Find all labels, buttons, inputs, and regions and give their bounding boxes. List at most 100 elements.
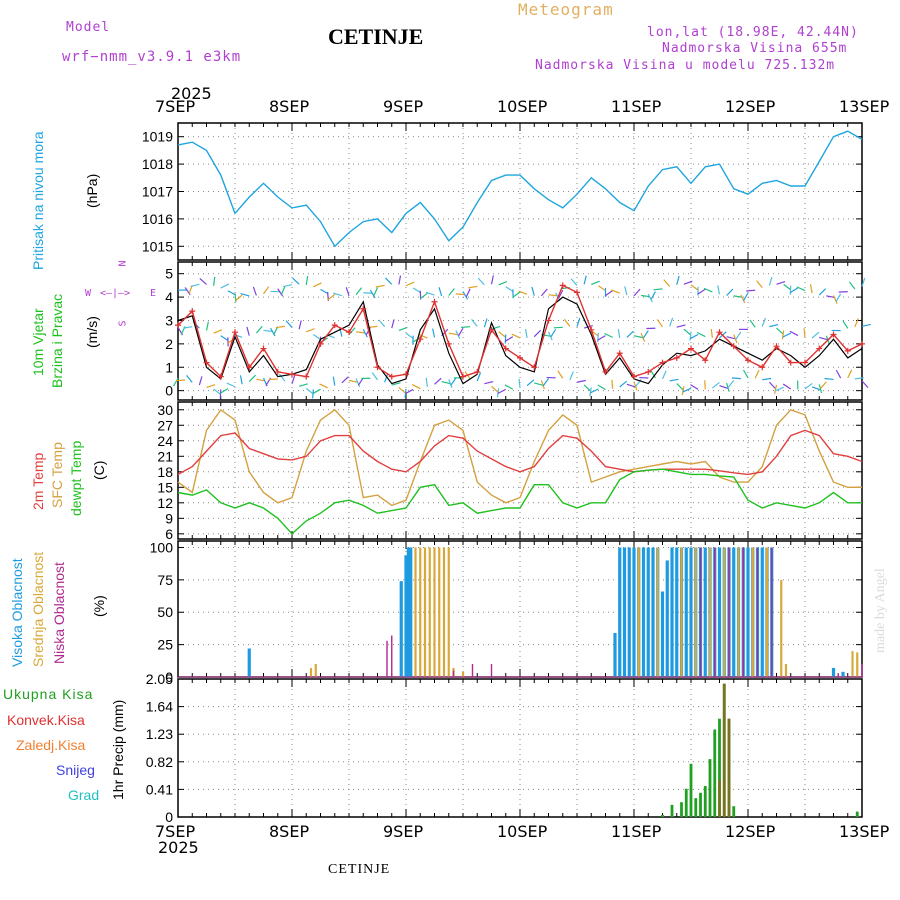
wind-arrow <box>498 331 507 338</box>
wind-arrow <box>246 326 250 336</box>
wind-arrow <box>518 290 528 295</box>
wind-arrow <box>611 379 614 389</box>
cloud-mid-bar <box>751 547 754 677</box>
y-tick-label: 1018 <box>142 156 173 172</box>
wind-speed-mark <box>517 354 523 361</box>
wind-speed-mark <box>175 322 181 329</box>
cloud-mid-bar <box>737 547 740 677</box>
wind-arrow <box>848 281 856 290</box>
cloud-mid-bar <box>708 547 712 677</box>
wind-speed-mark <box>631 373 637 380</box>
precip-total-bar <box>694 798 698 817</box>
cloud-mid-bar <box>694 547 697 677</box>
wind-speed-mark <box>844 347 851 354</box>
wind-arrow <box>782 383 792 390</box>
cloud-high-bar <box>760 547 764 677</box>
wind-arrow <box>746 289 756 292</box>
date-label: 13SEP <box>839 822 890 841</box>
wind-speed-mark <box>773 343 780 350</box>
wind-arrow <box>305 387 314 395</box>
y-tick-label: 0.41 <box>146 781 173 797</box>
wind-arrow <box>663 279 671 287</box>
cloud-mid-bar <box>780 579 783 677</box>
wind-arrow <box>227 290 237 296</box>
wind-arrow <box>283 284 293 288</box>
page-title: CETINJE <box>328 24 424 49</box>
y-tick-label: 1017 <box>142 184 173 200</box>
wind-arrow <box>656 319 663 328</box>
y-tick-label: 1.64 <box>146 699 173 715</box>
wind-arrow <box>589 387 592 397</box>
wind-speed-mark <box>388 373 395 380</box>
wind-arrow <box>683 328 692 336</box>
wind-arrow <box>633 288 641 297</box>
wind-arrow <box>703 287 713 293</box>
cloud-mid-bar <box>423 547 427 677</box>
y-tick-label: 24 <box>157 433 173 449</box>
y-tick-label: 30 <box>157 402 173 418</box>
wind-arrow <box>548 294 558 297</box>
wind-arrow <box>319 383 328 389</box>
wind-arrow <box>256 378 266 382</box>
wind-arrow <box>717 285 721 295</box>
wind-arrow <box>835 369 842 379</box>
wind-arrow <box>292 277 300 285</box>
y-tick-label: 4 <box>165 289 173 305</box>
wind-arrow <box>190 283 200 287</box>
y-tick-label: 0 <box>165 383 173 399</box>
wind-speed-mark <box>830 331 837 338</box>
wind-arrow <box>749 319 756 328</box>
wind-arrow <box>558 289 564 299</box>
cloud-low-bar <box>742 547 744 677</box>
cloud-high-bar <box>651 547 655 677</box>
wind-speed-mark <box>460 373 466 380</box>
wind-arrow <box>626 330 634 338</box>
wind-arrow <box>811 386 821 391</box>
wind-speed-mark <box>331 322 338 329</box>
date-label: 9SEP <box>383 822 424 841</box>
date-label: 7SEP <box>155 822 196 841</box>
wind-arrow <box>809 284 813 294</box>
wind-arrow <box>733 295 743 298</box>
cloud-high-bar <box>632 547 636 677</box>
wind-arrow <box>820 381 827 389</box>
wind-arrow <box>183 326 193 329</box>
wind-arrow <box>412 287 422 294</box>
wind-arrow <box>298 320 302 330</box>
precip-conv-bar <box>722 683 726 817</box>
wind-arrow <box>455 330 461 339</box>
cloud-low-bar <box>386 640 388 677</box>
wind-arrow <box>526 379 535 387</box>
wind-arrow <box>726 336 736 340</box>
wind-arrow <box>277 288 284 297</box>
cloud-mid-bar <box>461 671 465 677</box>
wind-arrow <box>682 387 692 393</box>
wind-speed-mark <box>374 364 381 371</box>
wind-speed-mark <box>616 350 623 357</box>
wind-arrow <box>291 374 296 384</box>
model-name: wrf−nmm_v3.9.1 e3km <box>62 49 242 65</box>
wind-speed-mark <box>688 345 694 352</box>
wind-arrow <box>450 377 457 386</box>
wind-arrow <box>756 280 763 289</box>
wind-arrow <box>298 383 308 387</box>
compass-mark: <—|—> <box>100 288 131 299</box>
wind-speed-mark <box>303 373 310 380</box>
wind-arrow <box>861 277 866 287</box>
wind-arrow <box>583 275 587 285</box>
wind-arrow <box>835 293 842 302</box>
cloud-low-bar <box>756 547 759 677</box>
precip-total-bar <box>855 811 859 817</box>
cloud-high-bar <box>841 671 845 677</box>
wind-arrow <box>611 289 620 294</box>
cloud-mid-bar <box>428 547 431 677</box>
wind-arrow <box>776 280 786 285</box>
legend-freezing-rain: Zaledj.Kisa <box>16 737 86 753</box>
cloud-high-bar <box>746 547 750 677</box>
compass-mark: W <box>85 288 92 299</box>
wind-arrow <box>278 373 286 382</box>
date-label: 9SEP <box>383 97 424 116</box>
wind-arrow <box>312 388 321 395</box>
wind-arrow <box>419 292 428 300</box>
cloud-high-bar <box>660 591 665 677</box>
